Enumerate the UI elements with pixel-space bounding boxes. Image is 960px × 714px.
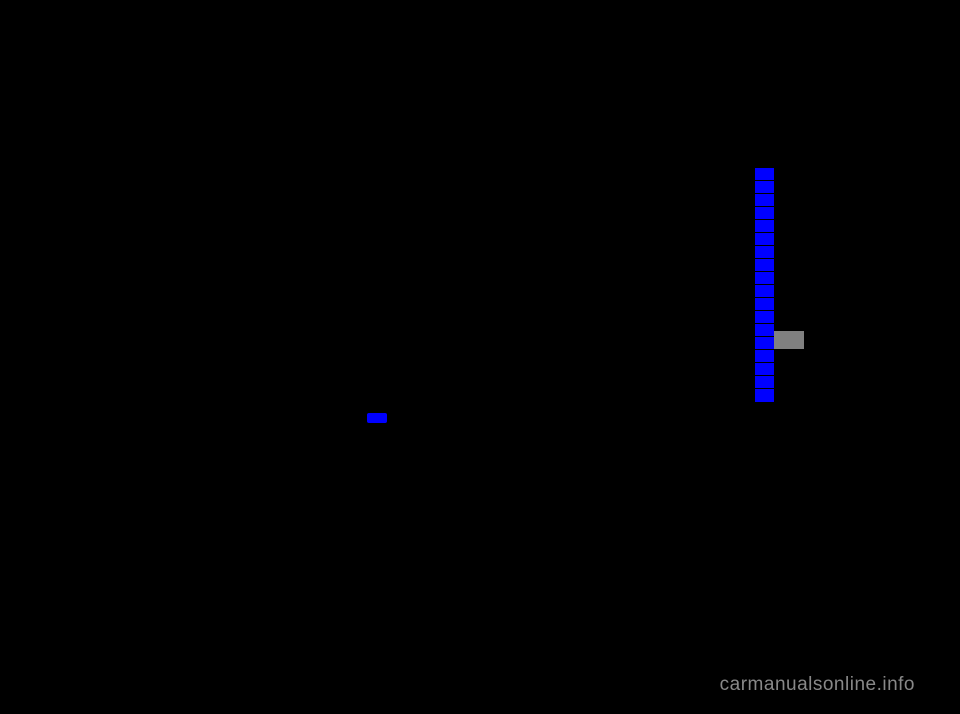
section-tab[interactable] [755, 181, 774, 194]
section-tab[interactable] [755, 220, 774, 233]
section-tab[interactable] [755, 337, 774, 350]
section-tab[interactable] [755, 259, 774, 272]
section-tab[interactable] [755, 350, 774, 363]
section-tab[interactable] [755, 246, 774, 259]
section-tab[interactable] [755, 363, 774, 376]
section-tab[interactable] [755, 376, 774, 389]
section-tab[interactable] [755, 298, 774, 311]
section-tab[interactable] [755, 194, 774, 207]
section-tab[interactable] [755, 272, 774, 285]
section-tab[interactable] [755, 389, 774, 402]
section-tab[interactable] [755, 324, 774, 337]
active-section-marker [774, 331, 804, 349]
section-tab[interactable] [755, 168, 774, 181]
section-tab[interactable] [755, 207, 774, 220]
watermark-text: carmanualsonline.info [720, 674, 915, 696]
content-link-marker[interactable] [367, 413, 387, 423]
section-tab[interactable] [755, 285, 774, 298]
manual-page: carmanualsonline.info [0, 0, 960, 714]
section-tabs-container [755, 168, 774, 402]
section-tab[interactable] [755, 233, 774, 246]
section-tab[interactable] [755, 311, 774, 324]
